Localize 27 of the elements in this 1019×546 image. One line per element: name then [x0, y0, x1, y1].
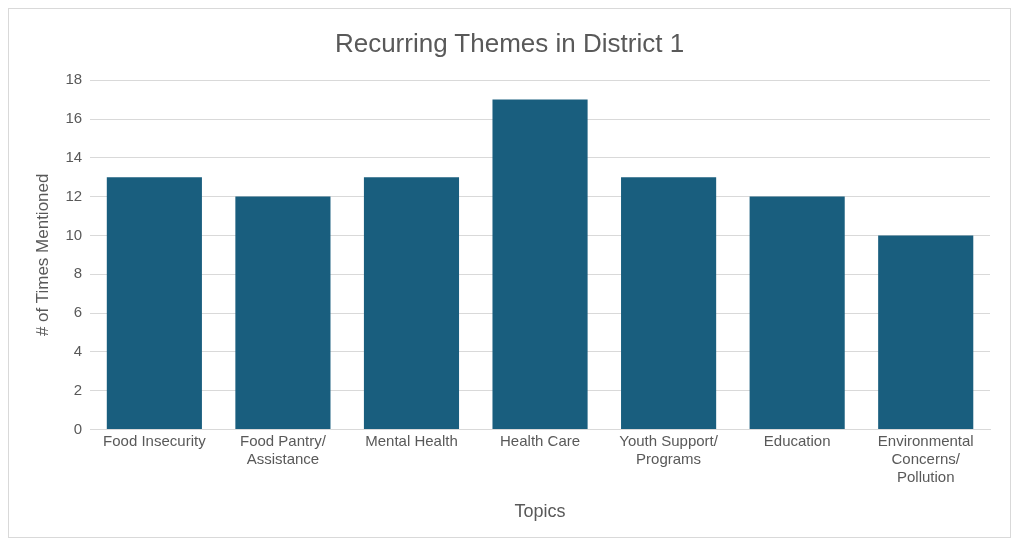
- x-tick-label: Health Care: [500, 431, 581, 449]
- bar: [749, 196, 845, 429]
- y-tick-label: 14: [65, 147, 83, 165]
- y-tick-label: 10: [65, 225, 83, 243]
- y-tick-label: 4: [73, 341, 83, 359]
- x-tick-label: Environmental Concerns/ Pollution: [877, 431, 974, 485]
- y-axis-title: # of Times Mentioned: [32, 173, 52, 337]
- bar: [235, 196, 331, 429]
- x-tick-label: Food Pantry/ Assistance: [239, 431, 327, 467]
- y-tick-label: 8: [73, 264, 83, 282]
- bar: [492, 99, 588, 429]
- x-tick-label: Youth Support/ Programs: [619, 431, 719, 467]
- bar: [363, 177, 460, 429]
- bar: [106, 177, 202, 429]
- x-axis-title: Topics: [514, 501, 566, 522]
- y-tick-label: 16: [65, 109, 83, 127]
- chart-title: Recurring Themes in District 1: [334, 27, 685, 58]
- y-tick-label: 18: [65, 70, 83, 88]
- x-tick-label: Mental Health: [365, 431, 458, 449]
- y-tick-label: 0: [73, 419, 83, 437]
- y-tick-label: 2: [73, 380, 83, 398]
- bar: [878, 235, 974, 429]
- x-tick-label: Food Insecurity: [103, 431, 207, 449]
- x-tick-label: Education: [763, 431, 831, 449]
- bar: [621, 177, 717, 429]
- y-tick-label: 6: [73, 303, 83, 321]
- y-tick-label: 12: [65, 186, 83, 204]
